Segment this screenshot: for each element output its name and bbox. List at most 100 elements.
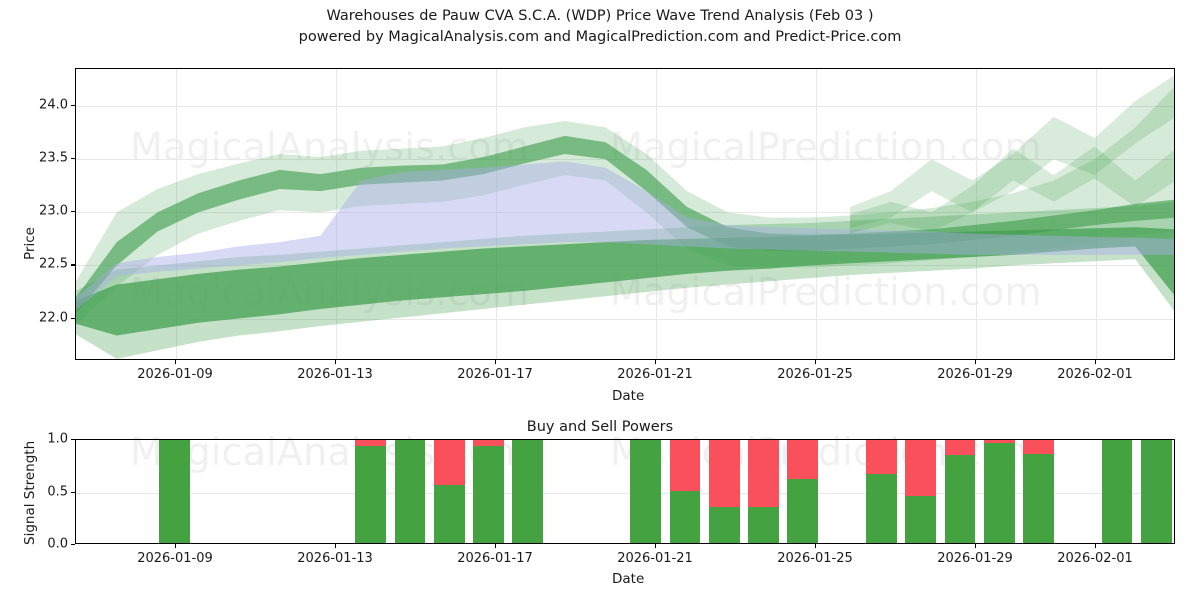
buy-power-segment (787, 478, 819, 543)
x-tickmark (975, 360, 977, 364)
signal-bar (630, 440, 661, 543)
buy-power-segment (433, 485, 465, 543)
signal-bar (944, 440, 976, 543)
x-tickmark (494, 360, 497, 364)
price-wave-band (76, 87, 1174, 324)
signal-bar (669, 440, 701, 543)
buy-power-segment (1101, 440, 1133, 543)
sell-power-segment (433, 440, 465, 486)
price-wave-band (76, 161, 1174, 311)
sell-power-segment (355, 440, 386, 447)
x-tick-label: 2026-02-01 (1057, 367, 1133, 382)
chart-title-block: Warehouses de Pauw CVA S.C.A. (WDP) Pric… (0, 6, 1200, 48)
chart-subtitle: powered by MagicalAnalysis.com and Magic… (298, 29, 902, 45)
gridline-vertical (336, 69, 338, 359)
signal-bar (473, 440, 504, 543)
y-tick-label: 23.0 (39, 203, 68, 219)
y-tick-label: 1.0 (47, 431, 68, 447)
x-tick-label: 2026-01-29 (937, 551, 1013, 566)
x-tick-label: 2026-01-09 (137, 367, 213, 382)
buy-power-segment (394, 440, 426, 543)
x-tick-label: 2026-01-21 (617, 367, 693, 382)
gridline-vertical (976, 69, 978, 359)
x-tick-label: 2026-01-25 (777, 367, 853, 382)
signal-bar (708, 440, 740, 543)
y-tickmark (71, 544, 75, 546)
signal-bar (1023, 440, 1054, 543)
y-tick-label: 22.0 (39, 310, 68, 326)
gridline-horizontal (76, 318, 1174, 320)
sell-power-segment (944, 440, 976, 455)
x-tickmark (814, 360, 817, 364)
price-axis-label: Price (22, 227, 38, 260)
price-wave-plot-area (75, 68, 1175, 360)
y-tickmark (71, 211, 75, 213)
signal-bar (512, 440, 544, 543)
y-tickmark (71, 317, 75, 319)
gridline-horizontal (76, 106, 1174, 108)
price-wave-band (850, 75, 1174, 229)
price-wave-band (76, 135, 1174, 314)
sell-power-segment (473, 440, 504, 447)
buy-power-segment (1141, 440, 1172, 543)
y-tickmark (71, 264, 75, 266)
x-tick-label: 2026-01-21 (617, 551, 693, 566)
y-tickmark (71, 439, 75, 441)
buy-sell-powers-canvas (76, 440, 1174, 543)
sell-power-segment (787, 440, 819, 479)
y-tick-label: 0.0 (47, 536, 68, 552)
x-tickmark (335, 544, 337, 548)
sell-power-segment (866, 440, 897, 474)
signal-bar (748, 440, 779, 543)
sell-power-segment (905, 440, 936, 496)
y-tick-label: 0.5 (47, 484, 68, 499)
x-tickmark (814, 544, 817, 548)
signal-bar (787, 440, 819, 543)
x-tickmark (1095, 360, 1097, 364)
x-tick-label: 2026-01-17 (457, 367, 533, 382)
x-tickmark (174, 544, 177, 548)
y-tick-label: 24.0 (39, 97, 68, 113)
x-tickmark (1095, 544, 1097, 548)
y-tick-label: 23.5 (39, 150, 68, 166)
gridline-vertical (656, 69, 658, 359)
powers-date-axis-label: Date (612, 571, 645, 587)
sell-power-segment (983, 440, 1015, 444)
sell-power-segment (708, 440, 740, 508)
signal-bar (1101, 440, 1133, 543)
x-tickmark (335, 360, 337, 364)
signal-bar (905, 440, 936, 543)
x-tickmark (655, 544, 657, 548)
x-tickmark (655, 360, 657, 364)
gridline-vertical (495, 69, 497, 359)
buy-power-segment (983, 443, 1015, 543)
price-date-axis-label: Date (612, 388, 645, 404)
y-tickmark (71, 158, 75, 160)
y-tick-label: 22.5 (39, 256, 68, 272)
price-wave-band (76, 227, 1174, 336)
signal-bar (866, 440, 897, 543)
buy-power-segment (866, 473, 897, 543)
signal-bar (355, 440, 386, 543)
x-tick-label: 2026-01-09 (137, 551, 213, 566)
sell-power-segment (669, 440, 701, 491)
buy-power-segment (512, 440, 544, 543)
price-wave-canvas (76, 69, 1174, 359)
y-tickmark (71, 105, 75, 107)
x-tickmark (494, 544, 497, 548)
buy-power-segment (355, 446, 386, 543)
signal-bar (1141, 440, 1172, 543)
sell-power-segment (1023, 440, 1054, 454)
price-wave-band-group (76, 75, 1174, 359)
x-tick-label: 2026-01-17 (457, 551, 533, 566)
buy-power-segment (944, 454, 976, 543)
x-tick-label: 2026-01-13 (297, 551, 373, 566)
x-tick-label: 2026-01-13 (297, 367, 373, 382)
powers-subplot-title: Buy and Sell Powers (526, 419, 674, 435)
price-wave-band (850, 146, 1174, 234)
gridline-horizontal (76, 492, 1174, 494)
buy-power-segment (905, 495, 936, 543)
signal-bar (433, 440, 465, 543)
x-tick-label: 2026-01-29 (937, 367, 1013, 382)
